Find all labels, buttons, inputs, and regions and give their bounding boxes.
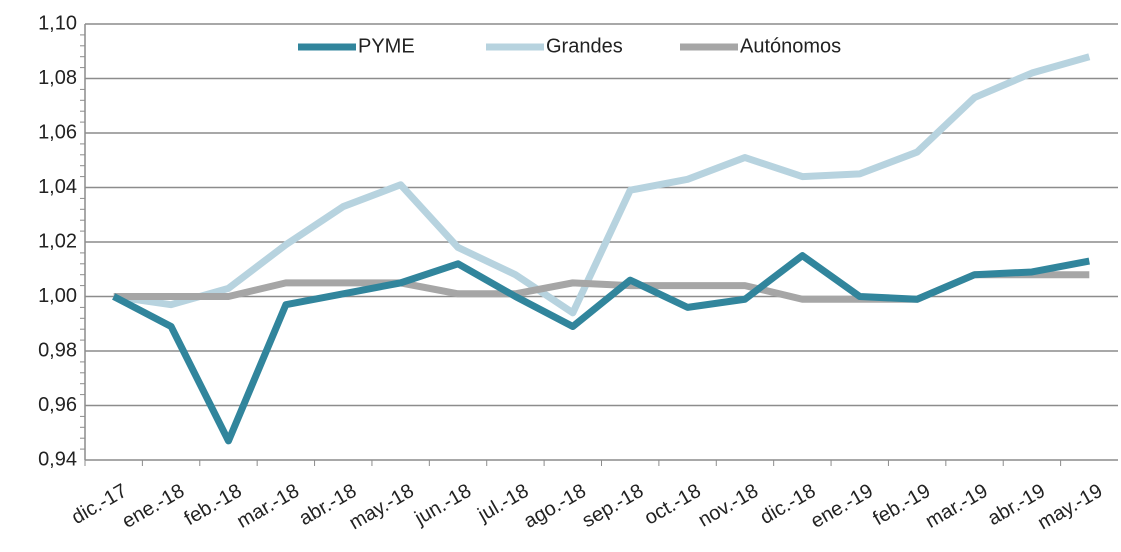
- x-tick-label: ene.-18: [118, 480, 188, 533]
- x-tick-label: dic.-18: [757, 480, 820, 529]
- x-tick-label: ene.-19: [807, 480, 877, 533]
- y-tick-label: 1,00: [38, 285, 77, 307]
- x-tick-label: mar.-18: [233, 480, 303, 533]
- x-tick-label: may.-18: [345, 480, 417, 534]
- line-series: [113, 53, 1091, 317]
- y-tick-label: 1,04: [38, 176, 77, 198]
- x-tick-label: may.-19: [1034, 480, 1106, 534]
- x-tick-label: nov.-18: [695, 480, 762, 532]
- x-tick-label: feb.-18: [181, 480, 246, 530]
- y-tick-label: 1,10: [38, 12, 77, 34]
- y-tick-label: 0,94: [38, 448, 77, 470]
- x-tick-label: mar.-19: [922, 480, 992, 533]
- y-tick-label: 1,08: [38, 67, 77, 89]
- x-tick-label: dic.-17: [68, 480, 131, 529]
- legend-label: Autónomos: [740, 35, 841, 57]
- y-tick-label: 1,02: [38, 230, 77, 252]
- x-tick-label: feb.-19: [869, 480, 934, 530]
- x-tick-label: ago.-18: [520, 480, 590, 533]
- line-series: [112, 252, 1090, 445]
- legend-label: PYME: [358, 35, 415, 57]
- y-tick-label: 1,06: [38, 121, 77, 143]
- y-tick-label: 0,96: [38, 394, 77, 416]
- x-tick-label: oct.-18: [641, 480, 705, 530]
- y-tick-label: 0,98: [38, 339, 77, 361]
- legend-label: Grandes: [546, 35, 623, 57]
- x-tick-label: jun.-18: [410, 480, 475, 530]
- x-tick-label: sep.-18: [579, 480, 648, 532]
